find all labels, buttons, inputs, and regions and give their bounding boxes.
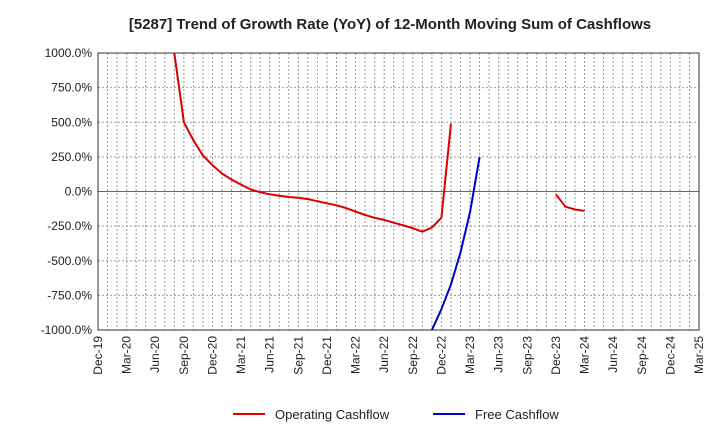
x-tick-label: Jun-24 — [606, 336, 620, 373]
x-tick-label: Dec-20 — [205, 336, 219, 375]
x-tick-label: Jun-20 — [148, 336, 162, 373]
x-tick-label: Sep-21 — [291, 336, 305, 375]
operating-cashflow-line — [173, 53, 452, 233]
x-axis: Dec-19 Mar-20 Jun-20 Sep-20 Dec-20 Mar-21 Jun-… — [91, 336, 706, 375]
x-tick-label: Mar-25 — [692, 336, 706, 374]
x-tick-label: Mar-21 — [234, 336, 248, 374]
operating-cashflow-line-segment-2 — [555, 193, 585, 212]
x-tick-label: Dec-24 — [663, 336, 677, 375]
x-tick-label: Dec-19 — [91, 336, 105, 375]
x-tick-label: Sep-20 — [177, 336, 191, 375]
legend: Operating Cashflow Free Cashflow — [233, 407, 559, 422]
y-tick-label: -1000.0% — [41, 323, 93, 337]
legend-free-cashflow-label: Free Cashflow — [475, 407, 559, 422]
y-tick-label: 250.0% — [51, 150, 92, 164]
legend-operating-cashflow-label: Operating Cashflow — [275, 407, 390, 422]
y-tick-label: -250.0% — [47, 219, 92, 233]
y-tick-label: -750.0% — [47, 288, 92, 302]
y-axis: 1000.0% 750.0% 500.0% 250.0% 0.0% -250.0% -500… — [41, 46, 93, 337]
x-tick-label: Dec-23 — [549, 336, 563, 375]
x-tick-label: Mar-23 — [463, 336, 477, 374]
x-tick-label: Sep-22 — [406, 336, 420, 375]
free-cashflow-line — [430, 156, 481, 330]
x-tick-label: Jun-23 — [492, 336, 506, 373]
x-tick-label: Mar-24 — [578, 336, 592, 374]
chart-title: [5287] Trend of Growth Rate (YoY) of 12-… — [129, 16, 651, 33]
x-tick-label: Jun-21 — [263, 336, 277, 373]
x-tick-label: Dec-22 — [434, 336, 448, 375]
x-tick-label: Sep-24 — [635, 336, 649, 375]
x-tick-label: Mar-20 — [120, 336, 134, 374]
y-tick-label: -500.0% — [47, 254, 92, 268]
x-tick-label: Mar-22 — [349, 336, 363, 374]
y-tick-label: 500.0% — [51, 115, 92, 129]
y-tick-label: 1000.0% — [45, 46, 93, 60]
y-tick-label: 0.0% — [65, 185, 93, 199]
x-tick-label: Dec-21 — [320, 336, 334, 375]
y-tick-label: 750.0% — [51, 81, 92, 95]
plot-frame — [97, 52, 700, 331]
series-layer — [173, 53, 585, 330]
x-tick-label: Jun-22 — [377, 336, 391, 373]
x-tick-label: Sep-23 — [520, 336, 534, 375]
